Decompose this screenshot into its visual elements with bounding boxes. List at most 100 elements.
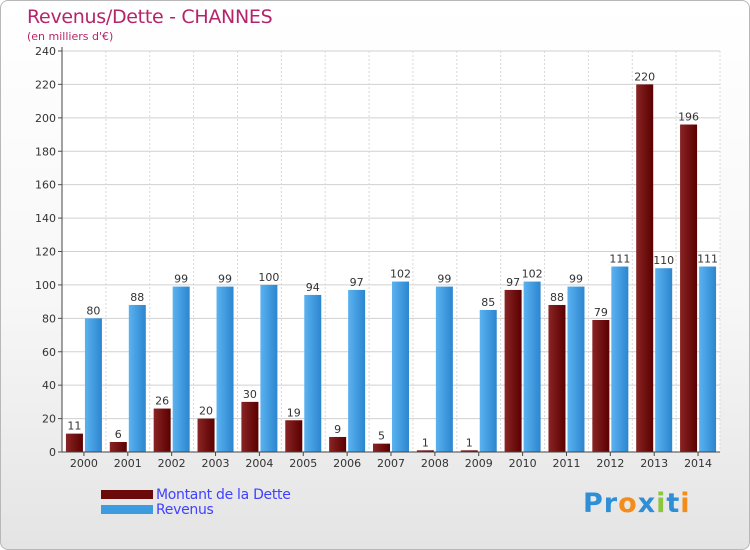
y-tick-label: 200 xyxy=(35,112,56,125)
data-label-revenus: 97 xyxy=(350,276,364,289)
data-label-revenus: 111 xyxy=(697,253,718,266)
data-label-revenus: 111 xyxy=(609,253,630,266)
data-label-revenus: 85 xyxy=(481,296,495,309)
logo-letter: o xyxy=(618,488,638,519)
data-label-dette: 9 xyxy=(334,423,341,436)
data-label-revenus: 88 xyxy=(130,291,144,304)
data-label-revenus: 94 xyxy=(306,281,320,294)
data-label-dette: 220 xyxy=(634,70,655,83)
bar-dette xyxy=(504,289,522,452)
data-label-revenus: 100 xyxy=(258,271,279,284)
x-tick-label: 2004 xyxy=(245,457,273,470)
chart-subtitle: (en milliers d'€) xyxy=(27,30,114,43)
bar-dette xyxy=(373,443,390,452)
x-tick-label: 2001 xyxy=(114,457,142,470)
x-tick-label: 2014 xyxy=(684,457,712,470)
bar-dette xyxy=(680,124,698,453)
logo-letter: t xyxy=(666,488,681,519)
logo-letter: P xyxy=(583,488,604,519)
y-tick-label: 220 xyxy=(35,78,56,91)
bar-revenus xyxy=(128,304,146,452)
x-tick-label: 2006 xyxy=(333,457,361,470)
bar-dette xyxy=(592,320,610,452)
data-label-dette: 196 xyxy=(678,111,699,124)
x-tick-label: 2008 xyxy=(421,457,449,470)
bar-dette xyxy=(416,450,434,452)
data-label-dette: 1 xyxy=(466,436,473,449)
data-label-revenus: 99 xyxy=(569,273,583,286)
legend-label-revenus: Revenus xyxy=(156,501,214,518)
data-label-dette: 30 xyxy=(243,388,257,401)
legend-swatch-debt xyxy=(101,490,153,499)
x-tick-label: 2011 xyxy=(552,457,580,470)
bar-dette xyxy=(65,433,83,452)
data-label-revenus: 110 xyxy=(653,254,674,267)
data-label-dette: 88 xyxy=(550,291,564,304)
legend-swatch-revenus xyxy=(101,505,153,514)
data-label-revenus: 99 xyxy=(218,273,232,286)
bar-dette xyxy=(241,401,259,452)
x-tick-label: 2009 xyxy=(465,457,493,470)
bar-revenus xyxy=(216,286,234,452)
x-tick-label: 2012 xyxy=(596,457,624,470)
data-label-dette: 20 xyxy=(199,405,213,418)
chart-title: Revenus/Dette - CHANNES xyxy=(27,6,273,28)
data-label-dette: 11 xyxy=(67,420,81,433)
bar-revenus xyxy=(392,281,409,452)
logo-letter: i xyxy=(680,488,691,519)
y-tick-label: 120 xyxy=(35,246,56,259)
x-tick-label: 2013 xyxy=(640,457,668,470)
data-label-revenus: 102 xyxy=(390,268,411,281)
y-tick-label: 100 xyxy=(35,279,56,292)
data-label-dette: 79 xyxy=(594,306,608,319)
data-label-revenus: 99 xyxy=(437,273,451,286)
y-tick-label: 20 xyxy=(42,413,56,426)
bar-dette xyxy=(460,450,478,452)
bar-revenus xyxy=(611,266,629,452)
x-tick-label: 2000 xyxy=(70,457,98,470)
x-tick-label: 2010 xyxy=(509,457,537,470)
bar-dette xyxy=(329,436,347,452)
logo-letter: i xyxy=(656,488,667,519)
data-label-dette: 97 xyxy=(506,276,520,289)
bar-revenus xyxy=(348,289,366,452)
legend-item-revenus: Revenus xyxy=(101,501,291,518)
data-label-dette: 1 xyxy=(422,436,429,449)
x-tick-label: 2002 xyxy=(158,457,186,470)
proxiti-logo: Proxiti xyxy=(583,488,691,519)
bar-revenus xyxy=(655,268,673,452)
data-label-revenus: 80 xyxy=(86,304,100,317)
bar-revenus xyxy=(479,309,497,452)
data-label-revenus: 99 xyxy=(174,273,188,286)
y-tick-label: 240 xyxy=(35,45,56,58)
bar-revenus xyxy=(699,266,717,452)
legend: Montant de la Dette Revenus xyxy=(101,486,291,518)
bar-revenus xyxy=(523,281,541,452)
x-tick-label: 2003 xyxy=(202,457,230,470)
y-tick-label: 160 xyxy=(35,179,56,192)
bar-revenus xyxy=(172,286,190,452)
x-tick-label: 2007 xyxy=(377,457,405,470)
bar-revenus xyxy=(567,286,585,452)
data-label-revenus: 102 xyxy=(522,268,543,281)
bar-dette xyxy=(109,441,127,452)
y-tick-label: 60 xyxy=(42,346,56,359)
logo-letter: r xyxy=(603,488,619,519)
bar-dette xyxy=(197,418,215,452)
y-tick-label: 80 xyxy=(42,312,56,325)
x-tick-label: 2005 xyxy=(289,457,317,470)
data-label-dette: 19 xyxy=(287,406,301,419)
data-label-dette: 6 xyxy=(115,428,122,441)
bar-dette xyxy=(153,408,171,452)
data-label-dette: 26 xyxy=(155,395,169,408)
bar-revenus xyxy=(260,284,278,452)
y-tick-label: 40 xyxy=(42,379,56,392)
y-tick-label: 140 xyxy=(35,212,56,225)
data-label-dette: 5 xyxy=(378,430,385,443)
legend-label-debt: Montant de la Dette xyxy=(156,486,291,503)
logo-letter: x xyxy=(637,488,657,519)
bar-dette xyxy=(548,304,566,452)
y-tick-label: 0 xyxy=(49,446,56,459)
